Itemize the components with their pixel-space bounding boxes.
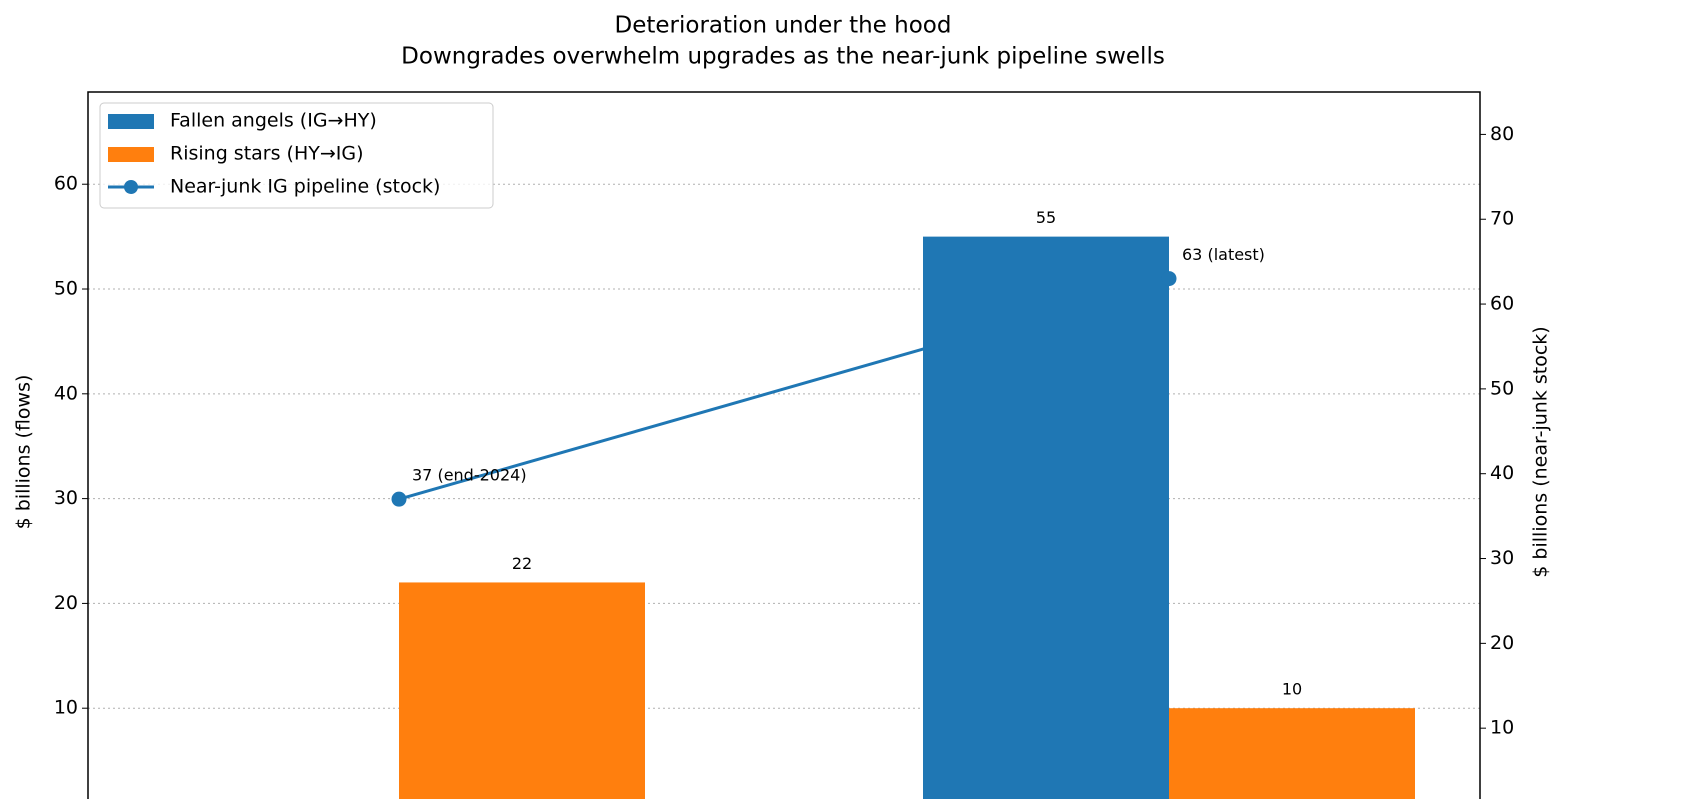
chart-subtitle: Downgrades overwhelm upgrades as the nea… bbox=[401, 44, 1165, 70]
point-label: 37 (end-2024) bbox=[412, 466, 527, 485]
y2-tick-label: 70 bbox=[1490, 208, 1514, 230]
bar-value-label: 10 bbox=[1282, 680, 1302, 699]
y-tick-label: 10 bbox=[54, 697, 78, 719]
y2-tick-label: 60 bbox=[1490, 293, 1514, 315]
legend-swatch bbox=[108, 114, 154, 129]
y2-tick-label: 10 bbox=[1490, 717, 1514, 739]
y-axis-label: $ billions (flows) bbox=[13, 375, 35, 530]
legend-label: Rising stars (HY→IG) bbox=[170, 143, 364, 165]
bar-value-label: 22 bbox=[512, 554, 532, 573]
legend-marker bbox=[124, 180, 138, 194]
bar bbox=[1169, 708, 1415, 799]
point-label: 63 (latest) bbox=[1182, 245, 1265, 264]
y2-tick-label: 20 bbox=[1490, 632, 1514, 654]
line-marker bbox=[1161, 271, 1177, 287]
legend-box bbox=[99, 102, 494, 209]
line-marker bbox=[391, 491, 407, 507]
legend-label: Near-junk IG pipeline (stock) bbox=[170, 176, 440, 198]
legend-label: Fallen angels (IG→HY) bbox=[170, 110, 377, 132]
y-tick-label: 50 bbox=[54, 278, 78, 300]
y-tick-label: 30 bbox=[54, 487, 78, 509]
plot-frame bbox=[87, 91, 1481, 799]
bar bbox=[923, 236, 1169, 799]
y2-tick-label: 80 bbox=[1490, 123, 1514, 145]
legend-swatch bbox=[108, 147, 154, 162]
bar bbox=[399, 582, 645, 799]
y2-axis-label: $ billions (near-junk stock) bbox=[1530, 326, 1552, 577]
y-tick-label: 20 bbox=[54, 592, 78, 614]
y2-tick-label: 30 bbox=[1490, 547, 1514, 569]
legend: Fallen angels (IG→HY) Rising stars (HY→IG… bbox=[99, 102, 494, 209]
bar-value-label: 55 bbox=[1036, 208, 1056, 227]
y2-tick-label: 40 bbox=[1490, 462, 1514, 484]
chart-title: Deterioration under the hood bbox=[615, 13, 952, 39]
y-tick-label: 40 bbox=[54, 382, 78, 404]
y2-tick-label: 50 bbox=[1490, 377, 1514, 399]
y-tick-label: 60 bbox=[54, 173, 78, 195]
